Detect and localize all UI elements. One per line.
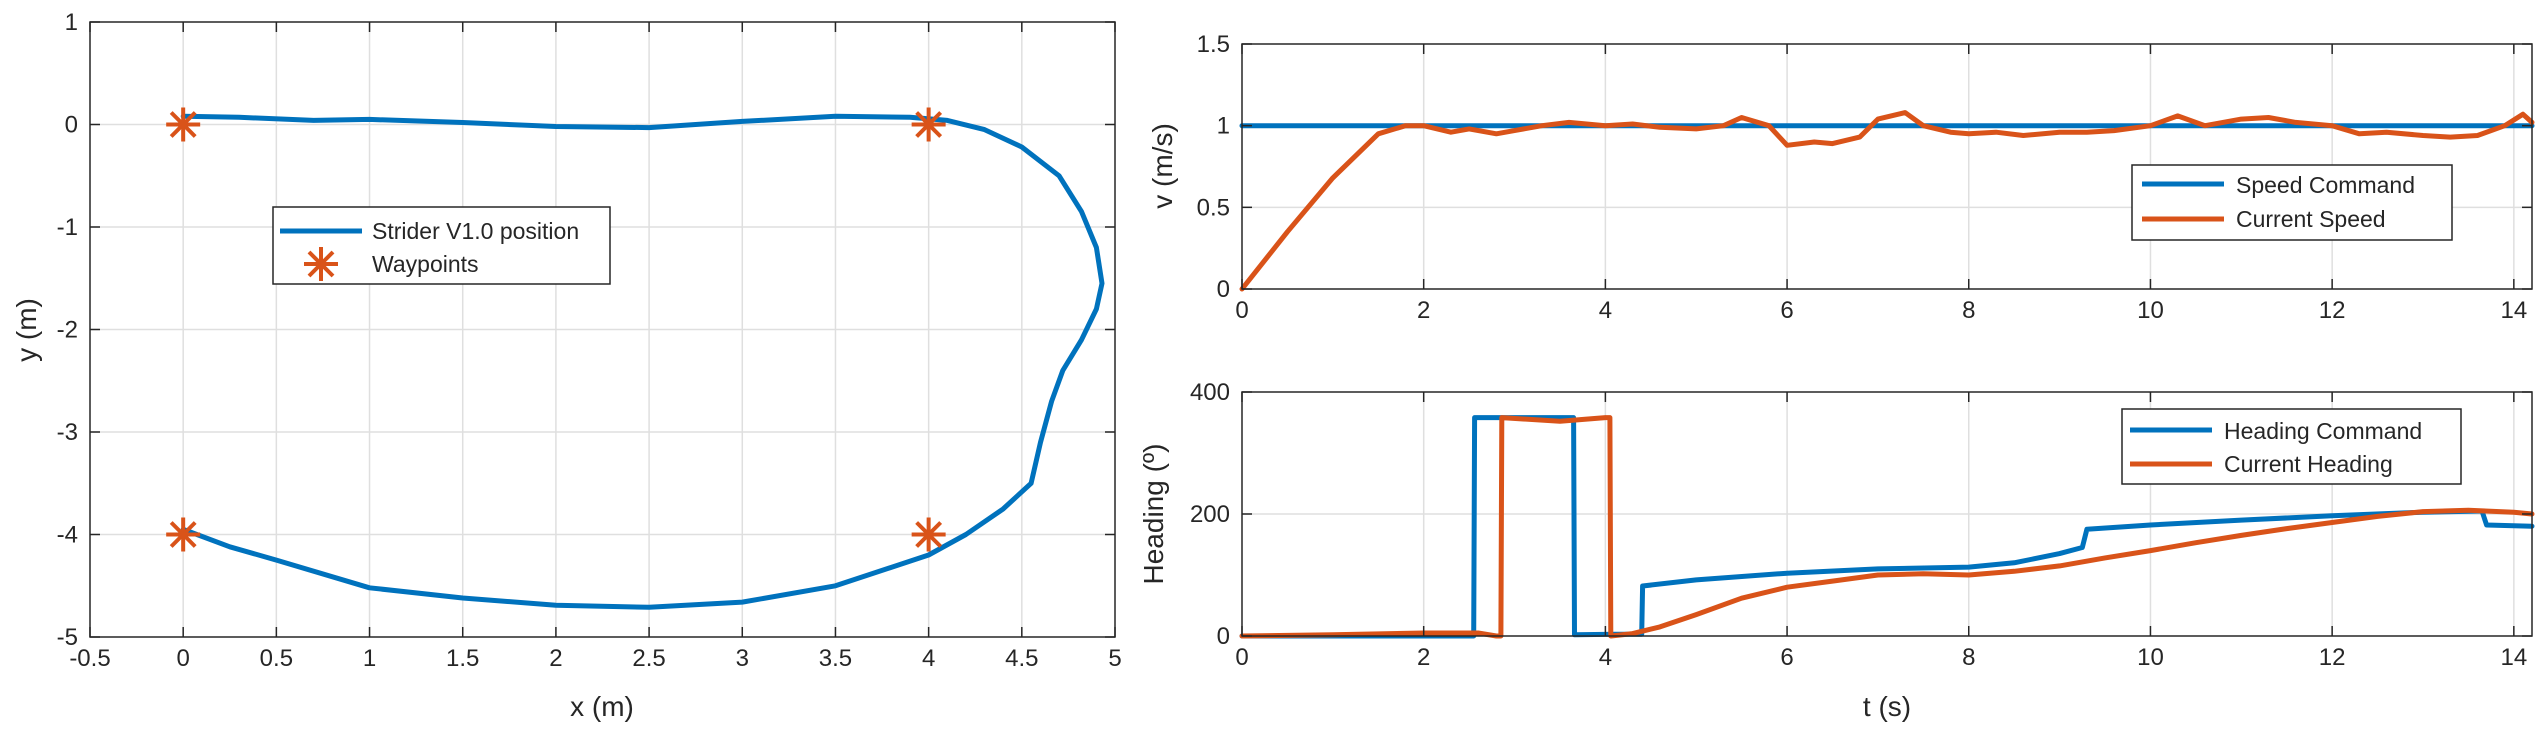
speed-plot: 0 2 4 6 8 10 12 14 0 0.5 1 1.5 v (m/s) Speed Comman… — [1147, 31, 2535, 324]
heading-x-tick-label: 10 — [2137, 644, 2164, 671]
heading-x-tick-label: 2 — [1417, 644, 1430, 671]
trajectory-x-tick-label: 1.5 — [446, 645, 479, 672]
heading-ticks: 0 2 4 6 8 10 12 14 0 200 400 — [1190, 379, 2532, 671]
heading-legend: Heading Command Current Heading — [2121, 408, 2462, 485]
trajectory-y-tick-label: -4 — [57, 522, 78, 549]
trajectory-x-tick-label: 2 — [549, 645, 562, 672]
trajectory-y-tick-label: -2 — [57, 317, 78, 344]
trajectory-legend: Strider V1.0 position Waypoints — [272, 206, 611, 285]
heading-x-tick-label: 0 — [1235, 644, 1248, 671]
speed-y-tick-label: 1.5 — [1197, 31, 1230, 58]
legend-label-strider-position: Strider V1.0 position — [372, 218, 579, 244]
speed-y-tick-label: 0 — [1217, 276, 1230, 303]
speed-x-tick-label: 8 — [1962, 297, 1975, 324]
trajectory-x-tick-label: 2.5 — [632, 645, 665, 672]
speed-x-tick-label: 10 — [2137, 297, 2164, 324]
waypoint-marker — [166, 517, 201, 552]
heading-legend-box — [2121, 408, 2462, 485]
trajectory-y-tick-label: -3 — [57, 419, 78, 446]
speed-x-tick-label: 4 — [1599, 297, 1612, 324]
trajectory-x-tick-label: 4 — [922, 645, 935, 672]
speed-y-axis-label: v (m/s) — [1147, 123, 1178, 209]
trajectory-plot: -0.5 0 0.5 1 1.5 2 2.5 3 3.5 4 4.5 5 -5 -4 -3 -2 -1 0 1 x … — [11, 9, 1122, 722]
legend-label-speed-command: Speed Command — [2236, 172, 2415, 198]
trajectory-series — [166, 107, 1105, 610]
heading-x-tick-label: 8 — [1962, 644, 1975, 671]
heading-series-1-line — [1239, 415, 2535, 639]
speed-legend-box — [2131, 164, 2453, 241]
legend-label-current-heading: Current Heading — [2224, 451, 2393, 477]
trajectory-y-tick-label: -1 — [57, 214, 78, 241]
trajectory-x-tick-label: 5 — [1108, 645, 1121, 672]
legend-label-heading-command: Heading Command — [2224, 418, 2422, 444]
heading-x-tick-label: 14 — [2500, 644, 2527, 671]
speed-x-tick-label: 6 — [1780, 297, 1793, 324]
trajectory-x-tick-label: 3.5 — [819, 645, 852, 672]
heading-x-axis-label: t (s) — [1863, 691, 1911, 722]
heading-y-tick-label: 400 — [1190, 379, 1230, 406]
heading-series — [1239, 415, 2535, 639]
heading-y-tick-label: 200 — [1190, 501, 1230, 528]
heading-x-tick-label: 4 — [1599, 644, 1612, 671]
trajectory-y-tick-label: -5 — [57, 624, 78, 651]
speed-x-tick-label: 2 — [1417, 297, 1430, 324]
heading-y-axis-label: Heading (º) — [1138, 444, 1169, 585]
trajectory-series-0-line — [180, 113, 1105, 610]
trajectory-x-tick-label: 0.5 — [260, 645, 293, 672]
legend-label-current-speed: Current Speed — [2236, 206, 2386, 232]
trajectory-x-tick-label: 4.5 — [1005, 645, 1038, 672]
speed-ticks: 0 2 4 6 8 10 12 14 0 0.5 1 1.5 — [1197, 31, 2532, 324]
waypoint-marker — [166, 107, 201, 142]
trajectory-x-tick-label: -0.5 — [69, 645, 110, 672]
speed-y-tick-label: 1 — [1217, 113, 1230, 140]
trajectory-y-tick-label: 1 — [65, 9, 78, 36]
trajectory-ticks: -0.5 0 0.5 1 1.5 2 2.5 3 3.5 4 4.5 5 -5 -4 -3 -2 -1 0 1 — [57, 9, 1122, 672]
heading-x-tick-label: 12 — [2319, 644, 2346, 671]
speed-axes-frame — [1241, 43, 2533, 290]
speed-legend: Speed Command Current Speed — [2131, 164, 2453, 241]
trajectory-grid — [90, 22, 1115, 637]
trajectory-x-tick-label: 3 — [736, 645, 749, 672]
trajectory-y-axis-label: y (m) — [11, 298, 42, 362]
heading-series-0-line — [1239, 415, 2535, 639]
heading-y-tick-label: 0 — [1217, 623, 1230, 650]
waypoint-marker — [911, 107, 946, 142]
speed-x-tick-label: 14 — [2500, 297, 2527, 324]
trajectory-y-tick-label: 0 — [65, 112, 78, 139]
speed-x-tick-label: 0 — [1235, 297, 1248, 324]
speed-series — [1239, 110, 2535, 292]
heading-plot: 0 2 4 6 8 10 12 14 0 200 400 t (s) Heading (º) Hea… — [1138, 379, 2535, 722]
legend-label-waypoints: Waypoints — [372, 251, 479, 277]
speed-x-tick-label: 12 — [2319, 297, 2346, 324]
speed-series-1-line — [1239, 110, 2535, 292]
trajectory-x-tick-label: 0 — [177, 645, 190, 672]
trajectory-x-axis-label: x (m) — [570, 691, 634, 722]
legend-swatch-waypoints — [304, 247, 338, 281]
waypoint-marker — [911, 517, 946, 552]
trajectory-x-tick-label: 1 — [363, 645, 376, 672]
speed-y-tick-label: 0.5 — [1197, 194, 1230, 221]
heading-x-tick-label: 6 — [1780, 644, 1793, 671]
